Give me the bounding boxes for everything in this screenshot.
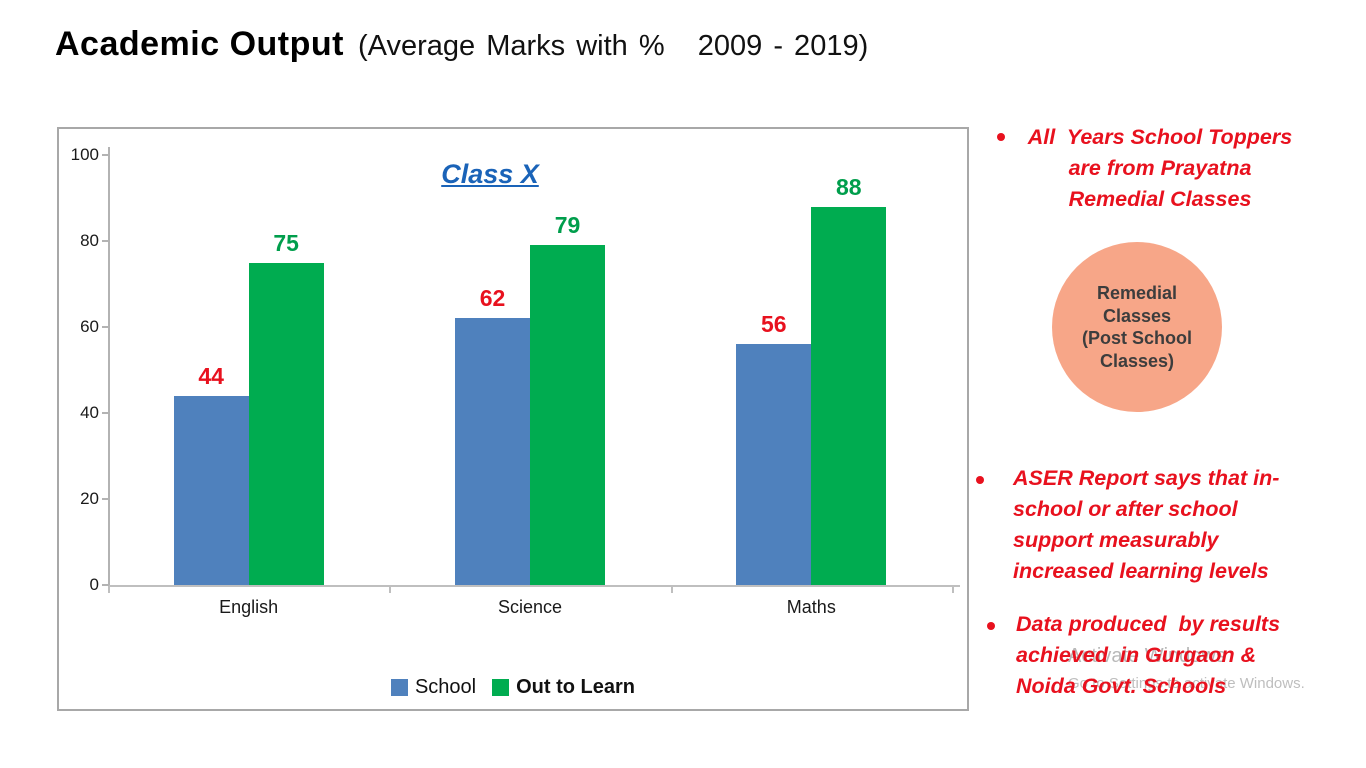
bar-out-to-learn-science: 79 [529,212,605,585]
legend-item-out-to-learn: Out to Learn [492,676,635,699]
remedial-classes-circle: Remedial Classes (Post School Classes) [1052,242,1222,412]
activate-windows-watermark-line1: Activate Windows [1068,645,1226,667]
activate-windows-watermark-line2: Go to Settings to activate Windows. [1068,675,1305,692]
y-tick [102,498,109,500]
bar-value-label-school-english: 44 [198,362,224,389]
bar-chart: Class X 0 20 40 60 80 100 44 75 62 79 56 88 Englis… [57,127,969,711]
bar-value-label-out-to-learn-maths: 88 [836,173,862,200]
remedial-classes-circle-text: Remedial Classes (Post School Classes) [1081,283,1192,371]
bar-out-to-learn-maths: 88 [811,174,887,585]
legend-swatch-school [390,679,408,696]
bar-group-science: 62 79 [389,212,670,585]
bullet-dot [987,622,995,630]
bullet-dot [976,476,984,484]
x-axis-line [108,585,960,587]
y-tick [102,326,109,328]
x-tick [670,587,673,593]
plot-area: 44 75 62 79 56 88 [108,155,952,585]
category-label-science: Science [497,597,563,617]
chart-legend: School Out to Learn [59,676,967,699]
y-tick-label: 0 [89,575,99,594]
category-label-maths: Maths [786,597,836,617]
legend-swatch-out-to-learn [492,679,510,696]
bar-value-label-out-to-learn-science: 79 [554,212,581,239]
slide-title-subtitle: (Average Marks with % 2009 - 2019) [357,30,869,62]
bar-school-science: 62 [454,285,530,585]
y-axis-line [108,147,110,587]
x-tick [952,587,954,593]
y-tick [102,584,109,586]
y-tick-label: 40 [80,403,99,422]
x-tick [389,587,392,593]
slide-title: Academic Output (Average Marks with % 200… [55,25,868,64]
y-tick-label: 20 [80,489,99,508]
note-data-produced: Data produced by results achieved in Gurg… [1016,612,1281,698]
legend-label-out-to-learn: Out to Learn [516,676,636,698]
category-axis: English Science Maths [108,597,952,618]
chart-title: Class X [441,159,539,189]
bar-value-label-out-to-learn-english: 75 [273,229,299,256]
slide-title-main: Academic Output [55,25,344,63]
y-tick-label: 80 [80,231,99,250]
y-tick-label: 60 [80,317,99,336]
y-tick-label: 100 [70,145,99,164]
bar-value-label-school-science: 62 [479,285,506,312]
bar-out-to-learn-english: 75 [248,230,324,585]
bar-school-maths: 56 [736,311,812,585]
legend-label-school: School [414,676,477,698]
bar-school-english: 44 [173,363,249,585]
bullet-dot [997,133,1005,141]
bar-group-maths: 56 88 [671,174,952,585]
y-tick [102,412,109,414]
y-tick [102,154,109,156]
x-tick [108,587,110,593]
note-aser-report: ASER Report says that in-school or after… [1013,466,1280,583]
note-school-toppers: All Years School Toppers are from Prayatn… [1027,125,1293,211]
y-tick [102,240,109,242]
legend-item-school: School [390,676,477,699]
category-label-english: English [219,597,279,617]
bar-group-english: 44 75 [108,230,389,585]
bar-value-label-school-maths: 56 [761,311,787,338]
